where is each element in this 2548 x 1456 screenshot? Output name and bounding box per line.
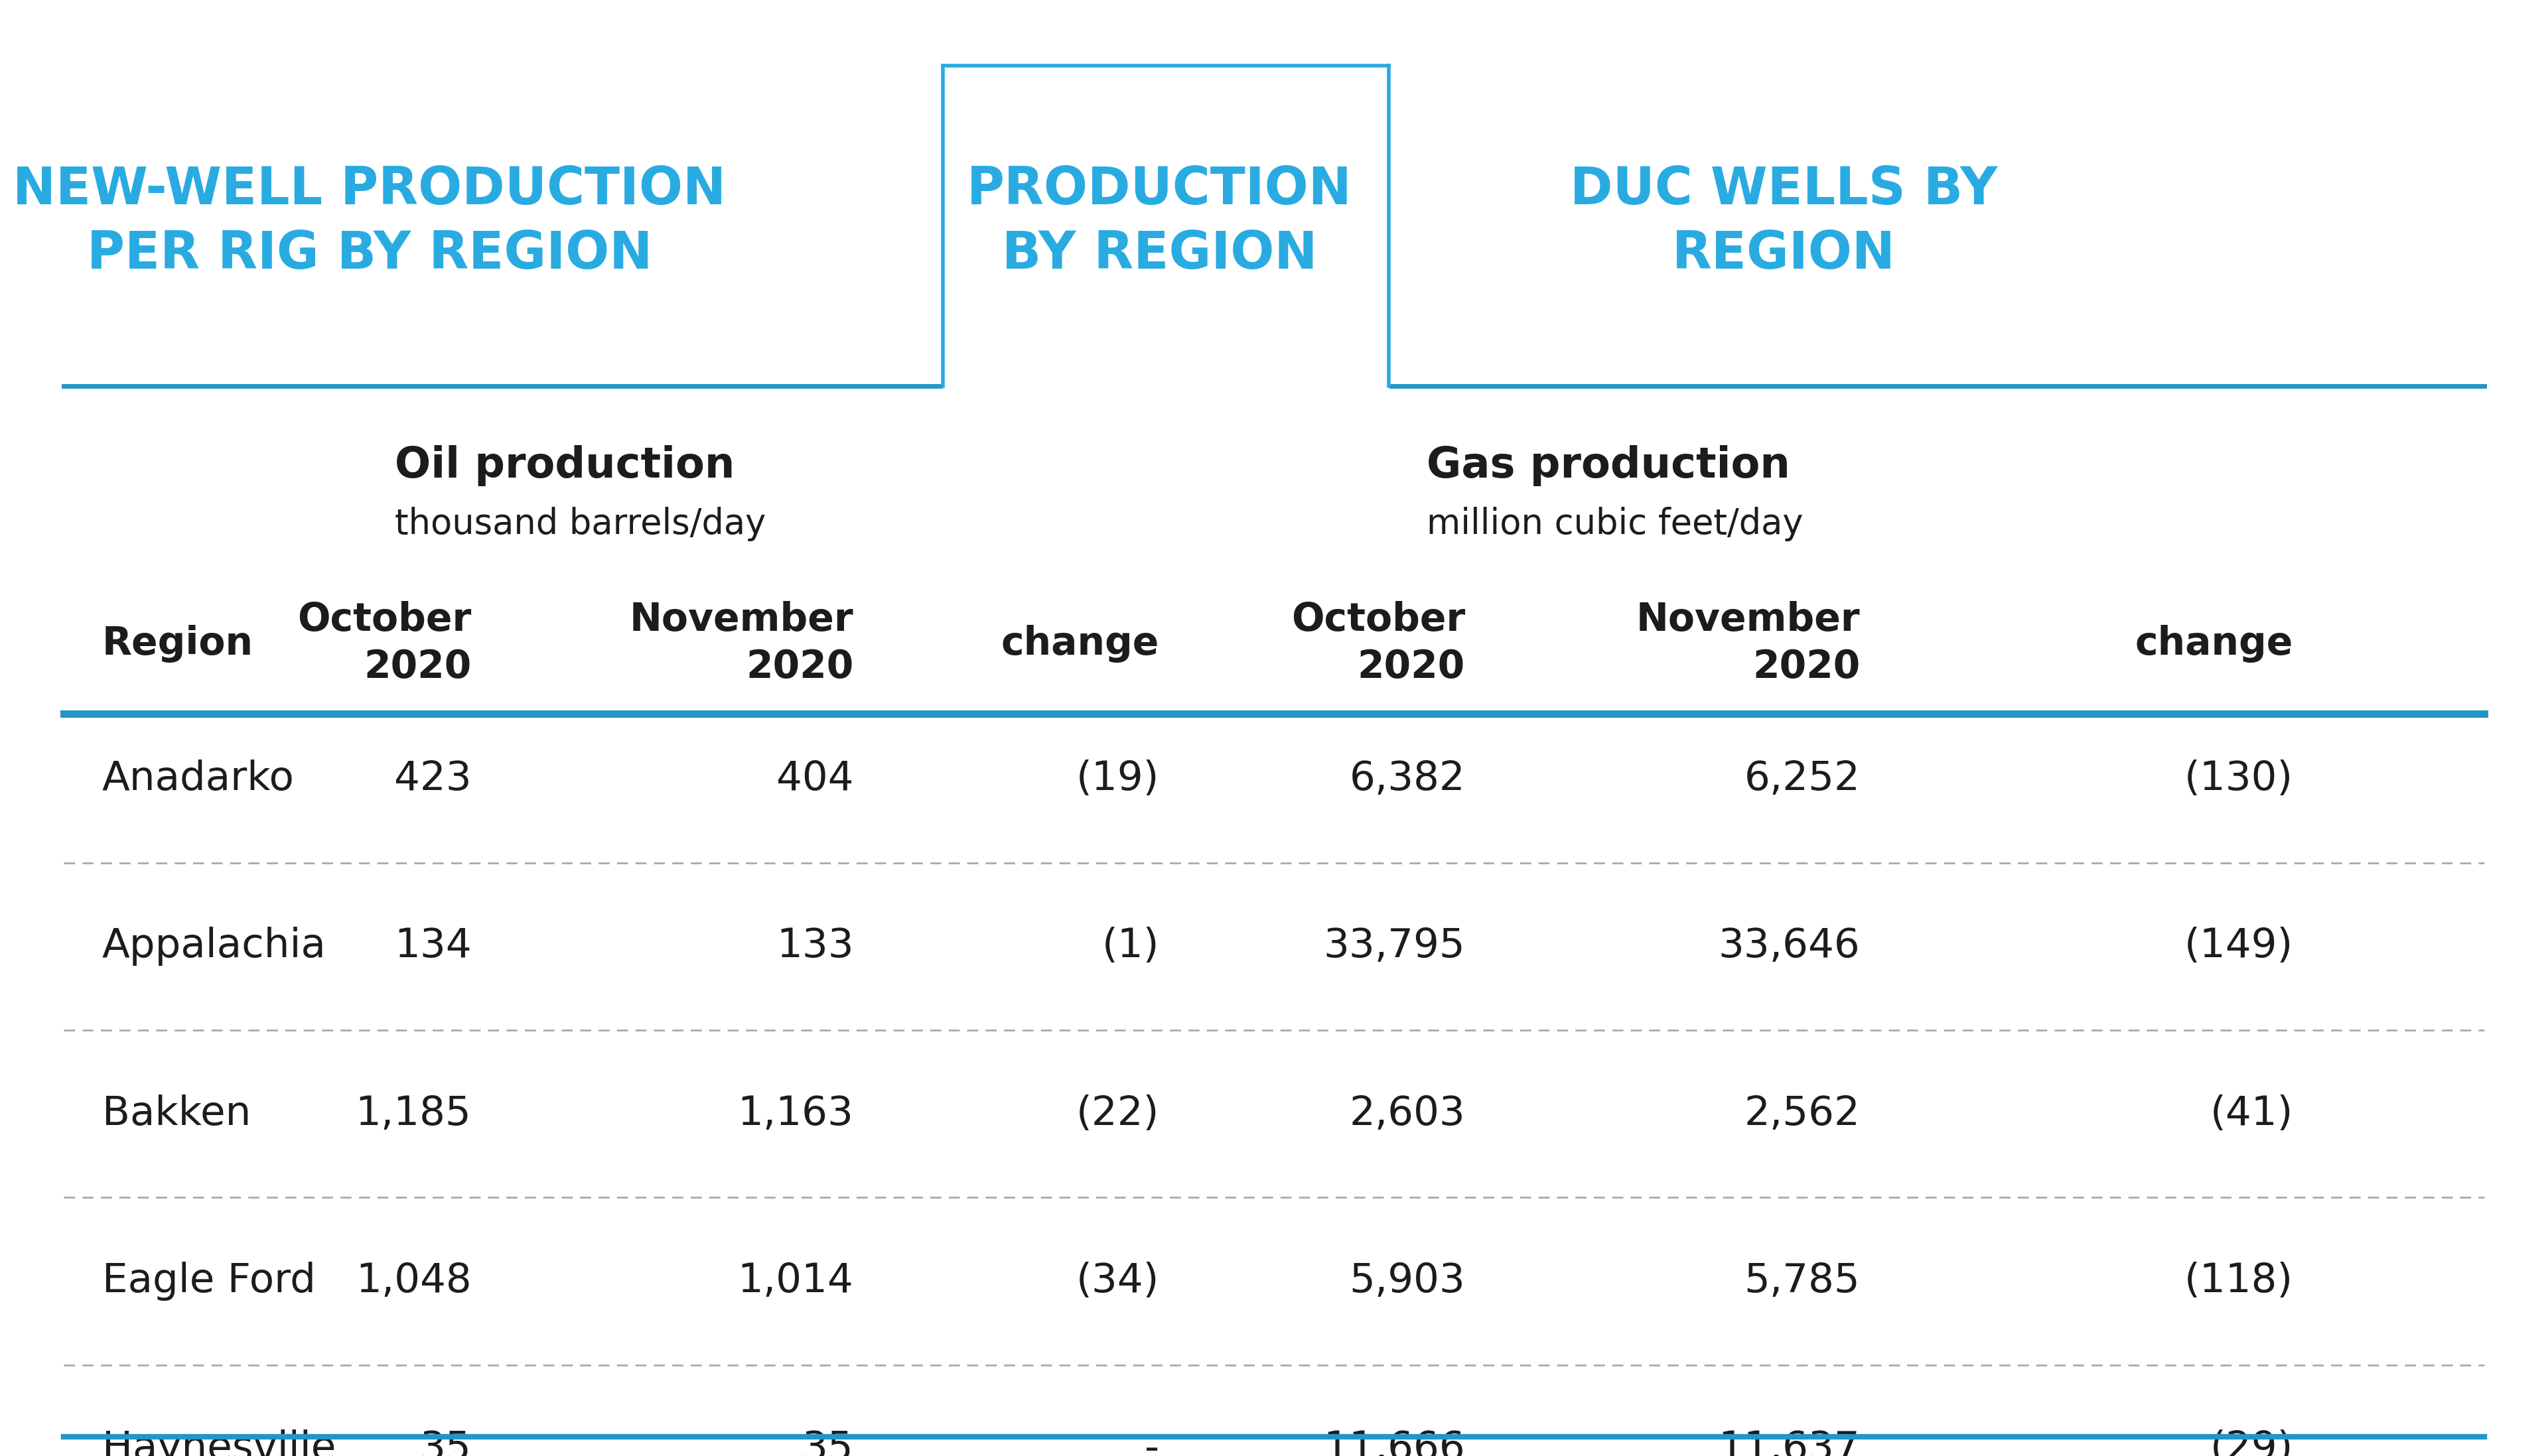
Text: Eagle Ford: Eagle Ford xyxy=(102,1262,316,1300)
Text: 1,048: 1,048 xyxy=(357,1262,471,1300)
Text: Oil production: Oil production xyxy=(395,446,734,486)
Text: Anadarko: Anadarko xyxy=(102,760,293,798)
Text: 404: 404 xyxy=(777,760,854,798)
Text: (130): (130) xyxy=(2184,760,2293,798)
Text: million cubic feet/day: million cubic feet/day xyxy=(1427,507,1804,542)
Text: 35: 35 xyxy=(420,1430,471,1456)
Text: 6,252: 6,252 xyxy=(1743,760,1860,798)
Text: 423: 423 xyxy=(395,760,471,798)
Text: 1,014: 1,014 xyxy=(736,1262,854,1300)
Text: Region: Region xyxy=(102,625,252,662)
Text: change: change xyxy=(2135,625,2293,662)
Text: 35: 35 xyxy=(803,1430,854,1456)
Text: 2,562: 2,562 xyxy=(1743,1095,1860,1133)
Text: (34): (34) xyxy=(1075,1262,1159,1300)
Text: NEW-WELL PRODUCTION
PER RIG BY REGION: NEW-WELL PRODUCTION PER RIG BY REGION xyxy=(13,165,726,280)
Text: change: change xyxy=(1001,625,1159,662)
Text: 6,382: 6,382 xyxy=(1348,760,1465,798)
Text: Gas production: Gas production xyxy=(1427,446,1791,486)
Text: (41): (41) xyxy=(2209,1095,2293,1133)
Text: Appalachia: Appalachia xyxy=(102,927,326,965)
Text: November
2020: November 2020 xyxy=(629,601,854,686)
Text: 33,795: 33,795 xyxy=(1322,927,1465,965)
Text: 5,785: 5,785 xyxy=(1743,1262,1860,1300)
Text: -: - xyxy=(1144,1430,1159,1456)
Text: DUC WELLS BY
REGION: DUC WELLS BY REGION xyxy=(1570,165,1998,280)
Text: November
2020: November 2020 xyxy=(1636,601,1860,686)
Text: 11,666: 11,666 xyxy=(1322,1430,1465,1456)
Text: (29): (29) xyxy=(2209,1430,2293,1456)
Text: 134: 134 xyxy=(395,927,471,965)
Text: October
2020: October 2020 xyxy=(1292,601,1465,686)
Text: October
2020: October 2020 xyxy=(298,601,471,686)
Text: Haynesville: Haynesville xyxy=(102,1430,336,1456)
Text: 1,163: 1,163 xyxy=(736,1095,854,1133)
Text: 33,646: 33,646 xyxy=(1717,927,1860,965)
Text: 11,637: 11,637 xyxy=(1717,1430,1860,1456)
Text: 133: 133 xyxy=(777,927,854,965)
Text: (19): (19) xyxy=(1075,760,1159,798)
Text: (149): (149) xyxy=(2184,927,2293,965)
Text: (118): (118) xyxy=(2184,1262,2293,1300)
Text: 2,603: 2,603 xyxy=(1348,1095,1465,1133)
Text: (22): (22) xyxy=(1075,1095,1159,1133)
Text: thousand barrels/day: thousand barrels/day xyxy=(395,507,767,542)
Text: PRODUCTION
BY REGION: PRODUCTION BY REGION xyxy=(966,165,1353,280)
Text: (1): (1) xyxy=(1101,927,1159,965)
Text: Bakken: Bakken xyxy=(102,1095,250,1133)
Text: 1,185: 1,185 xyxy=(354,1095,471,1133)
Text: 5,903: 5,903 xyxy=(1348,1262,1465,1300)
